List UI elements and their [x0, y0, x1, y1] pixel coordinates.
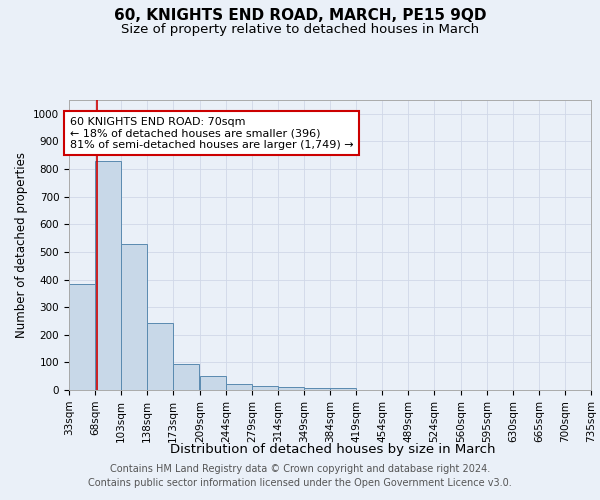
Y-axis label: Number of detached properties: Number of detached properties: [14, 152, 28, 338]
Bar: [147, 323, 173, 390]
Bar: [69, 284, 95, 390]
Text: 60, KNIGHTS END ROAD, MARCH, PE15 9QD: 60, KNIGHTS END ROAD, MARCH, PE15 9QD: [114, 8, 486, 22]
Bar: [200, 376, 226, 390]
Text: Size of property relative to detached houses in March: Size of property relative to detached ho…: [121, 22, 479, 36]
Bar: [330, 388, 356, 390]
Text: Distribution of detached houses by size in March: Distribution of detached houses by size …: [170, 442, 496, 456]
Bar: [304, 388, 330, 390]
Bar: [173, 364, 199, 390]
Bar: [226, 384, 252, 390]
Bar: [252, 386, 278, 390]
Bar: [278, 386, 304, 390]
Text: 60 KNIGHTS END ROAD: 70sqm
← 18% of detached houses are smaller (396)
81% of sem: 60 KNIGHTS END ROAD: 70sqm ← 18% of deta…: [70, 116, 353, 150]
Text: Contains HM Land Registry data © Crown copyright and database right 2024.
Contai: Contains HM Land Registry data © Crown c…: [88, 464, 512, 487]
Bar: [121, 244, 147, 390]
Bar: [95, 161, 121, 390]
